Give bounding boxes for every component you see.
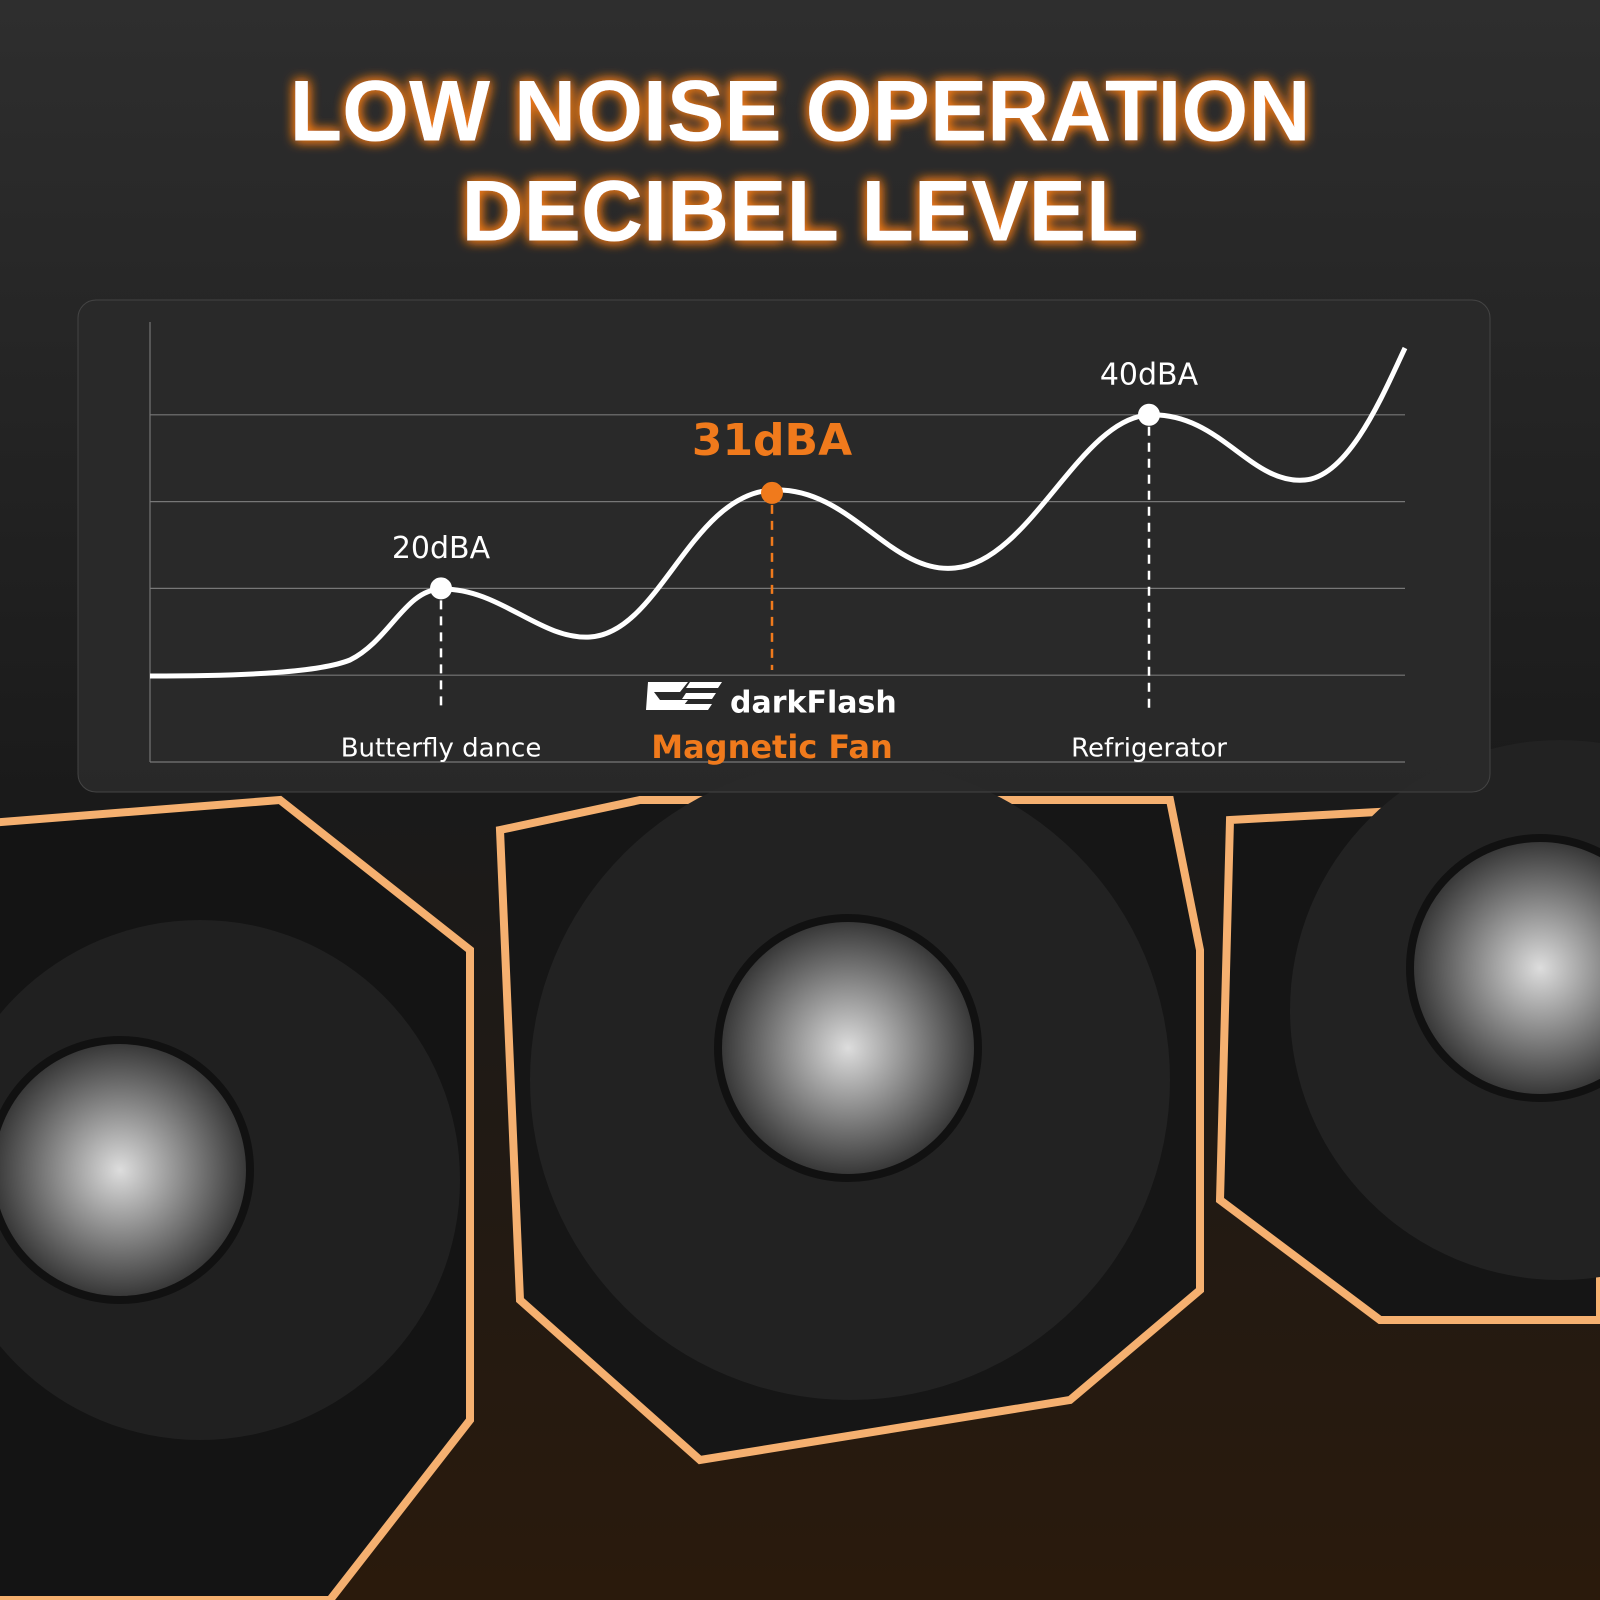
value-label: 31dBA xyxy=(692,415,852,466)
subtitle: DECIBEL LEVEL xyxy=(462,164,1139,260)
fans xyxy=(0,740,1600,1600)
brand-logo xyxy=(646,682,722,710)
chart-panel xyxy=(77,299,1491,793)
point xyxy=(430,577,452,600)
brand: darkFlash xyxy=(730,686,897,721)
title: LOW NOISE OPERATION xyxy=(290,64,1311,160)
value-label: 40dBA xyxy=(1100,357,1199,392)
noise-curve xyxy=(149,346,1408,679)
category-label: Refrigerator xyxy=(1071,734,1227,764)
point xyxy=(1138,403,1160,426)
category-label: Magnetic Fan xyxy=(651,728,893,766)
value-label: 20dBA xyxy=(392,531,491,566)
point xyxy=(761,481,783,504)
category-label: Butterfly dance xyxy=(341,734,542,764)
